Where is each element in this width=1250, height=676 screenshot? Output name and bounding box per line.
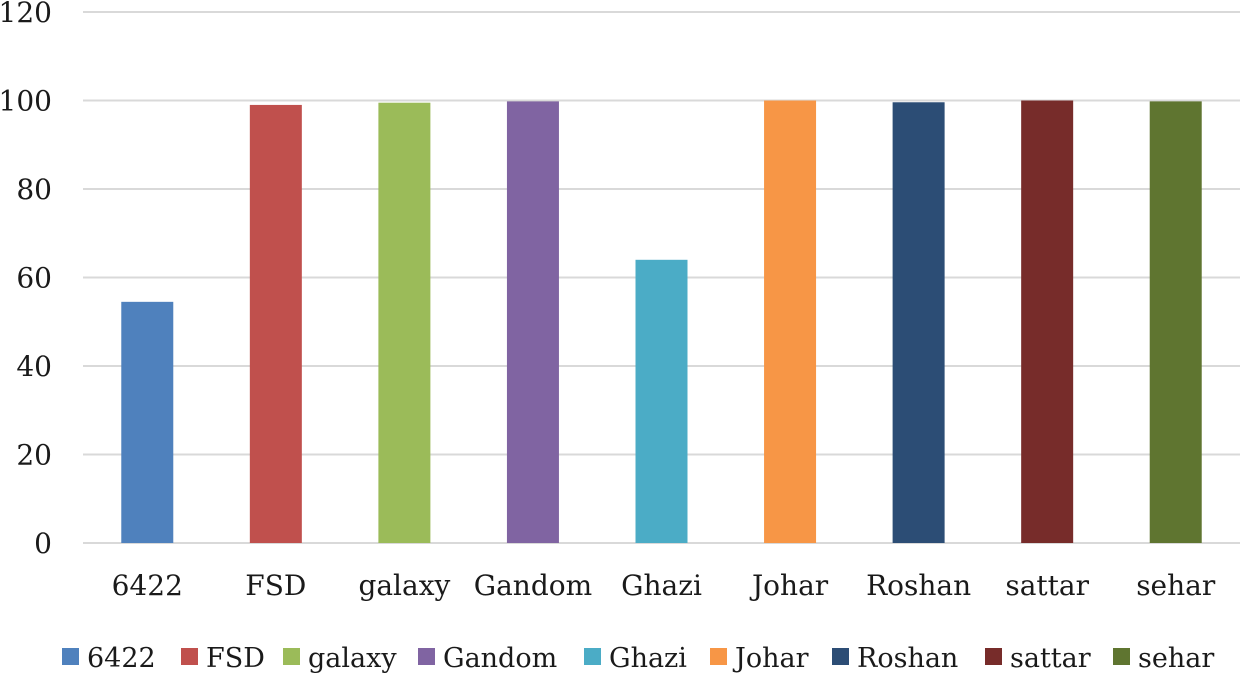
y-tick-label: 100	[0, 85, 52, 118]
bar-sehar	[1149, 101, 1202, 543]
legend-item: Ghazi	[584, 643, 687, 674]
bar-ghazi	[635, 259, 688, 543]
bar-fsd	[249, 104, 302, 544]
legend-item: Gandom	[418, 643, 557, 674]
legend-item: Roshan	[832, 643, 958, 674]
legend-label: 6422	[87, 643, 156, 674]
legend-label: FSD	[206, 643, 265, 674]
y-tick-label: 80	[16, 173, 52, 206]
legend-label: sehar	[1138, 643, 1214, 674]
x-category-label: 6422	[112, 569, 183, 602]
x-category-label: Gandom	[474, 569, 592, 602]
legend-swatch	[62, 648, 79, 665]
x-category-label: Johar	[749, 569, 829, 602]
x-category-label: sattar	[1005, 569, 1089, 602]
legend-label: Roshan	[857, 643, 958, 674]
legend-label: Gandom	[443, 643, 557, 674]
y-tick-label: 120	[0, 0, 52, 29]
bar-johar	[764, 100, 817, 543]
y-tick-label: 0	[34, 527, 52, 560]
legend: 6422 FSD galaxy Gandom Ghazi Johar Roshan satta…	[62, 643, 1214, 674]
bar-roshan	[892, 102, 945, 544]
x-category-label: Roshan	[866, 569, 971, 602]
legend-label: Ghazi	[609, 643, 687, 674]
legend-item: Johar	[710, 643, 809, 674]
legend-item: sattar	[985, 643, 1091, 674]
bar-gandom	[506, 101, 559, 543]
y-tick-label: 60	[16, 262, 52, 295]
y-tick-label: 40	[16, 350, 52, 383]
legend-item: FSD	[181, 643, 265, 674]
x-axis-categories: 6422 FSD galaxy Gandom Ghazi Johar Roshan satta…	[112, 569, 1216, 602]
legend-swatch	[181, 648, 198, 665]
x-category-label: Ghazi	[621, 569, 702, 602]
x-category-label: FSD	[245, 569, 306, 602]
legend-label: Johar	[732, 643, 809, 674]
x-category-label: sehar	[1136, 569, 1216, 602]
legend-swatch	[710, 648, 727, 665]
legend-swatch	[1113, 648, 1130, 665]
x-category-label: galaxy	[358, 569, 450, 602]
legend-item: galaxy	[283, 643, 397, 674]
legend-label: galaxy	[308, 643, 397, 674]
legend-item: sehar	[1113, 643, 1214, 674]
legend-swatch	[584, 648, 601, 665]
legend-swatch	[832, 648, 849, 665]
bar-6422	[121, 301, 174, 543]
legend-item: 6422	[62, 643, 156, 674]
legend-label: sattar	[1010, 643, 1091, 674]
bar-galaxy	[378, 102, 431, 544]
y-axis-ticks: 0 20 40 60 80 100 120	[0, 0, 52, 560]
legend-swatch	[418, 648, 435, 665]
legend-swatch	[283, 648, 300, 665]
bars	[121, 100, 1202, 544]
y-tick-label: 20	[16, 439, 52, 472]
legend-swatch	[985, 648, 1002, 665]
bar-sattar	[1021, 100, 1074, 543]
